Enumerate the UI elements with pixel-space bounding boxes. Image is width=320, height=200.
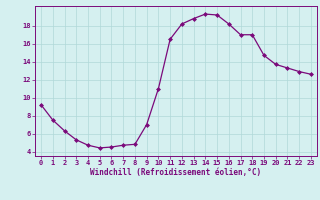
X-axis label: Windchill (Refroidissement éolien,°C): Windchill (Refroidissement éolien,°C)	[91, 168, 261, 177]
